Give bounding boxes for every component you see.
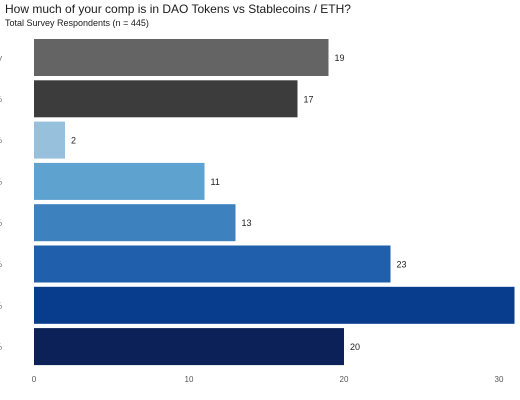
bar-8 (34, 328, 344, 366)
bar-value-label-1: 19 (335, 53, 345, 63)
category-label-8: % (0, 343, 2, 352)
bar-6 (34, 245, 391, 283)
x-tick-label-3: 20 (340, 375, 349, 384)
bar-value-label-8: 20 (350, 342, 360, 352)
bar-4 (34, 162, 205, 200)
x-tick-label-4: 30 (495, 375, 504, 384)
bar-1 (34, 39, 329, 76)
bar-2 (34, 80, 298, 118)
category-label-5: % (0, 219, 2, 228)
bar-7 (34, 286, 515, 324)
bar-5 (34, 204, 236, 242)
chart-subtitle: Total Survey Respondents (n = 445) (5, 18, 149, 28)
bar-value-label-4: 11 (211, 177, 220, 187)
x-tick-label-2: 10 (185, 375, 194, 384)
category-label-1: y (0, 54, 2, 63)
category-label-2: % (0, 95, 2, 104)
category-label-7: % (0, 301, 2, 310)
bar-value-label-5: 13 (242, 218, 252, 228)
chart-title: How much of your comp is in DAO Tokens v… (5, 2, 351, 16)
bar-value-label-2: 17 (304, 94, 314, 104)
category-label-6: % (0, 260, 2, 269)
category-label-3: % (0, 136, 2, 145)
bar-3 (34, 121, 65, 159)
category-label-4: % (0, 177, 2, 186)
bar-value-label-3: 2 (71, 136, 76, 146)
bar-value-label-6: 23 (397, 260, 407, 270)
x-tick-label-1: 0 (32, 375, 37, 384)
